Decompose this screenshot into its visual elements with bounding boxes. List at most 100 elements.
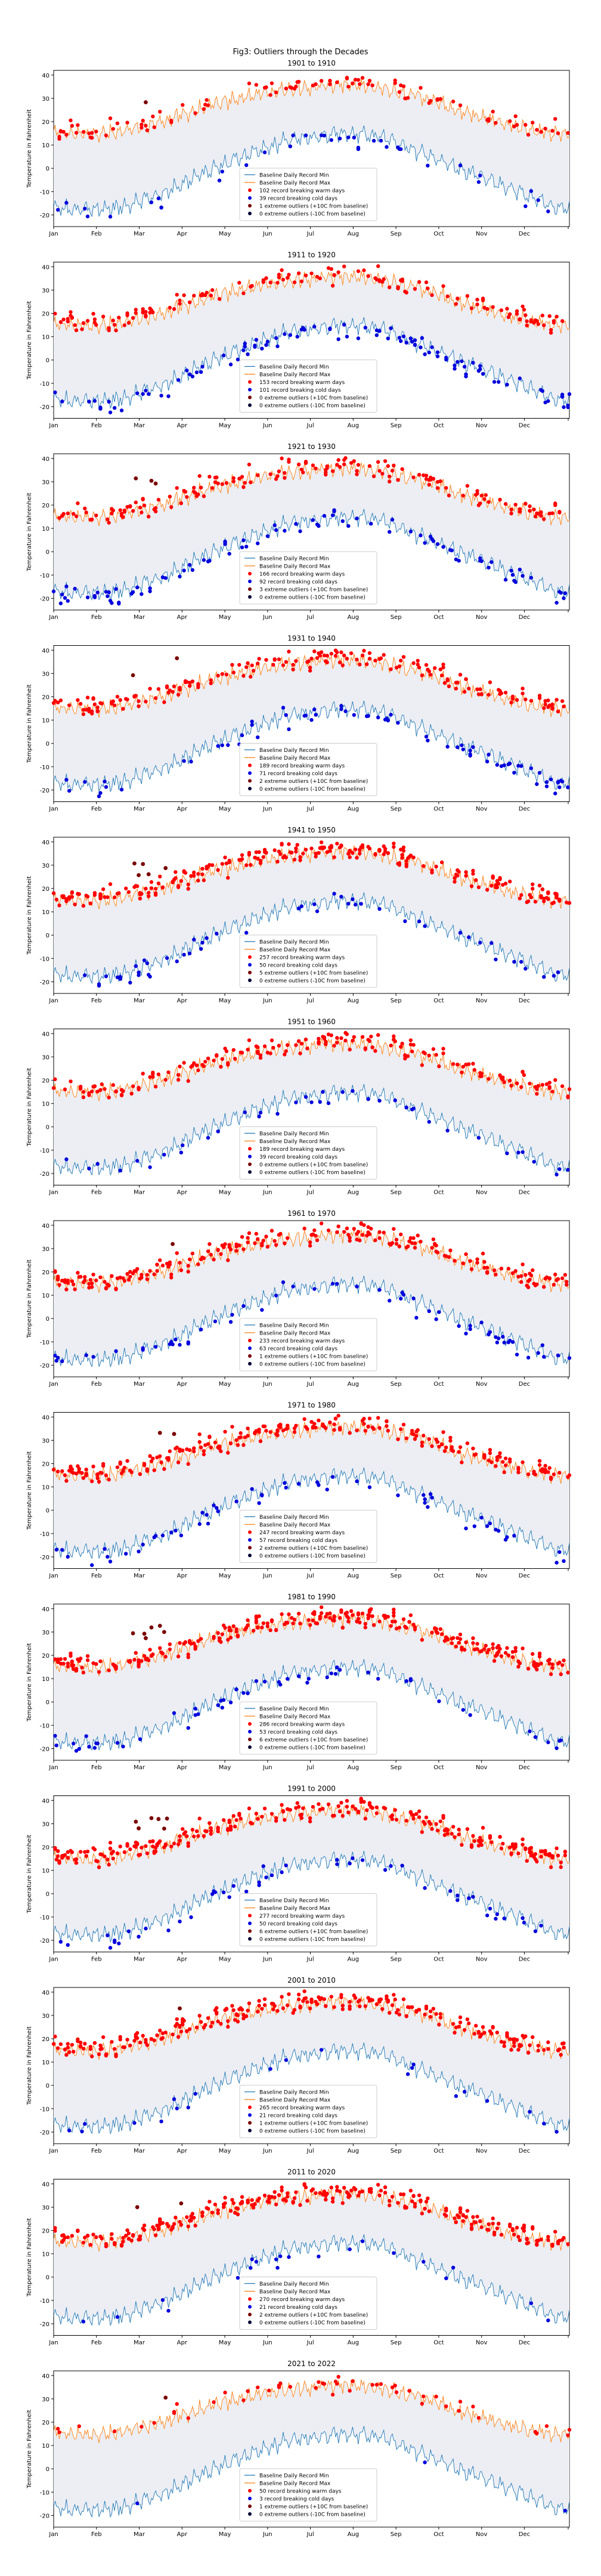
cold-point xyxy=(144,388,148,393)
warm-point xyxy=(213,2008,218,2012)
cold-point xyxy=(81,2320,86,2324)
cold-point xyxy=(169,1530,174,1535)
cold-point xyxy=(542,975,546,979)
warm-point xyxy=(280,2185,284,2190)
warm-point xyxy=(119,2243,124,2247)
cold-point xyxy=(112,405,117,410)
warm-point xyxy=(467,2021,471,2026)
legend-swatch-dot xyxy=(248,2320,252,2324)
x-tick-label: Apr xyxy=(177,1190,188,1196)
warm-point xyxy=(54,897,58,902)
warm-point xyxy=(262,847,267,852)
warm-point xyxy=(108,1846,113,1851)
y-tick-label: -10 xyxy=(40,1339,49,1346)
warm-point xyxy=(314,852,318,856)
cold-point xyxy=(311,518,315,522)
legend-swatch-dot xyxy=(248,1914,252,1918)
warm-point xyxy=(376,1033,380,1037)
cold-point xyxy=(283,1481,287,1485)
legend-box xyxy=(239,1318,377,1371)
warm-point xyxy=(267,2194,271,2199)
legend-label: Baseline Daily Record Min xyxy=(259,556,329,562)
warm-point xyxy=(207,1821,212,1825)
x-tick-label: Oct xyxy=(433,423,444,429)
legend-label: Baseline Daily Record Min xyxy=(259,364,329,370)
warm-point xyxy=(314,2386,318,2390)
warm-point xyxy=(152,2038,156,2042)
warm-point xyxy=(241,2013,246,2017)
warm-point xyxy=(91,1846,95,1850)
warm-point xyxy=(434,1249,438,1254)
warm-point xyxy=(92,320,97,325)
warm-point xyxy=(85,1654,90,1658)
warm-point xyxy=(543,1467,547,1472)
warm-point xyxy=(111,508,116,513)
warm-point xyxy=(70,2234,75,2238)
warm-point xyxy=(461,1064,465,1069)
cold-point xyxy=(178,1919,182,1924)
warm-point xyxy=(507,312,512,317)
warm-point xyxy=(321,2381,325,2386)
warm-point xyxy=(410,1241,414,1245)
warm-point xyxy=(400,853,404,857)
legend-label: Baseline Daily Record Max xyxy=(259,2098,331,2104)
warm-point xyxy=(78,2044,83,2048)
warm-point xyxy=(274,1819,278,1823)
warm-point xyxy=(507,1078,512,1083)
warm-point xyxy=(366,1996,370,2000)
warm-point xyxy=(69,1849,73,1853)
warm-point xyxy=(186,883,190,887)
warm-point xyxy=(131,509,135,513)
y-tick-label: 10 xyxy=(42,526,49,532)
warm-point xyxy=(299,1812,304,1817)
warm-point xyxy=(53,311,57,316)
x-tick-label: Oct xyxy=(433,2148,444,2154)
warm-point xyxy=(281,1810,286,1814)
warm-point xyxy=(471,1636,475,1640)
warm-point xyxy=(207,475,212,479)
cold-point xyxy=(160,1533,165,1538)
warm-point xyxy=(364,1808,369,1812)
warm-point xyxy=(413,287,417,291)
cold-point xyxy=(206,1521,210,1526)
warm-point xyxy=(355,469,359,473)
cold-point xyxy=(563,2509,568,2513)
warm-point xyxy=(112,703,117,708)
cold-point xyxy=(507,1338,512,1343)
x-tick-label: May xyxy=(219,1956,231,1963)
x-tick-label: Jun xyxy=(262,1956,272,1963)
warm-point xyxy=(438,2015,442,2020)
warm-point xyxy=(329,1033,333,1038)
warm-point xyxy=(337,1428,342,1432)
warm-point xyxy=(152,125,156,129)
cold-point xyxy=(98,791,103,795)
warm-point xyxy=(510,694,515,699)
warm-point xyxy=(98,1470,103,1475)
warm-point xyxy=(411,1813,416,1818)
warm-point xyxy=(557,897,562,902)
warm-point xyxy=(507,1845,512,1850)
warm-point xyxy=(311,1804,315,1809)
warm-point xyxy=(374,2002,379,2007)
x-tick-label: Jun xyxy=(262,2531,272,2538)
warm-point xyxy=(348,1239,352,1243)
legend-swatch-dot xyxy=(248,1147,252,1151)
warm-point xyxy=(152,1468,156,1472)
warm-point xyxy=(417,665,422,670)
warm-point xyxy=(122,323,127,327)
cold-point xyxy=(182,568,186,572)
warm-point xyxy=(345,2190,349,2194)
y-tick-label: 0 xyxy=(46,549,49,556)
cold-point xyxy=(427,350,431,355)
warm-point xyxy=(543,699,547,703)
warm-point xyxy=(549,330,553,335)
warm-point xyxy=(88,2047,92,2051)
warm-point xyxy=(179,2222,184,2227)
warm-point xyxy=(118,698,122,702)
warm-point xyxy=(181,2018,185,2023)
warm-point xyxy=(434,2394,438,2399)
cold-point xyxy=(557,1167,562,1171)
warm-point xyxy=(521,2033,525,2038)
